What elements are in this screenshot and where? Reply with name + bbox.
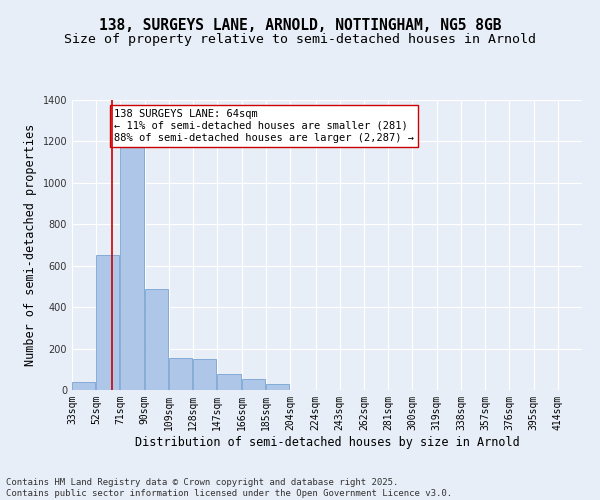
Bar [169,358,192,390]
Y-axis label: Number of semi-detached properties: Number of semi-detached properties [24,124,37,366]
Bar [193,359,217,390]
Bar [72,382,95,390]
Text: Size of property relative to semi-detached houses in Arnold: Size of property relative to semi-detach… [64,32,536,46]
Bar [266,384,289,390]
Bar [145,288,168,390]
Text: 138 SURGEYS LANE: 64sqm
← 11% of semi-detached houses are smaller (281)
88% of s: 138 SURGEYS LANE: 64sqm ← 11% of semi-de… [114,110,414,142]
Bar [121,127,143,390]
Bar [96,256,119,390]
Text: Contains HM Land Registry data © Crown copyright and database right 2025.
Contai: Contains HM Land Registry data © Crown c… [6,478,452,498]
X-axis label: Distribution of semi-detached houses by size in Arnold: Distribution of semi-detached houses by … [134,436,520,448]
Bar [217,374,241,390]
Text: 138, SURGEYS LANE, ARNOLD, NOTTINGHAM, NG5 8GB: 138, SURGEYS LANE, ARNOLD, NOTTINGHAM, N… [99,18,501,32]
Bar [242,378,265,390]
